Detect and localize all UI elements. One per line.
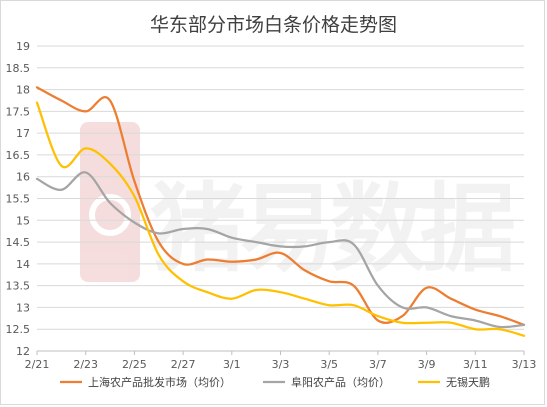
legend-label: 阜阳农产品（均价）	[291, 375, 390, 389]
y-tick-label: 16	[16, 171, 30, 184]
watermark-badge-ring-icon	[89, 194, 131, 236]
axes: 12 12.5 13 13.5 14 14.5 15 15.5 16 16.5 17 17.5 18 18…	[6, 40, 537, 371]
y-tick-label: 14.5	[6, 236, 31, 249]
y-tick-label: 18	[16, 84, 30, 97]
x-tick-label: 2/21	[25, 358, 50, 371]
x-tick-label: 3/11	[463, 358, 488, 371]
x-tick-label: 3/7	[369, 358, 387, 371]
y-tick-label: 12	[16, 345, 30, 358]
x-tick-label: 3/9	[418, 358, 436, 371]
y-tick-label: 19	[16, 40, 30, 53]
legend-label: 上海农产品批发市场（均价）	[88, 375, 231, 389]
legend-label: 无锡天鹏	[446, 375, 490, 389]
series-line-2	[35, 171, 526, 329]
y-tick-label: 15	[16, 214, 30, 227]
y-tick-label: 15.5	[6, 193, 31, 206]
series-lines	[35, 86, 526, 337]
x-tick-label: 2/27	[171, 358, 196, 371]
y-tick-label: 14	[16, 258, 30, 271]
chart-title: 华东部分市场白条价格走势图	[149, 14, 397, 36]
y-tick-label: 18.5	[6, 62, 31, 75]
x-tick-label: 3/1	[223, 358, 241, 371]
x-tick-label: 3/13	[512, 358, 537, 371]
x-tick-label: 3/5	[320, 358, 338, 371]
gridlines	[37, 45, 524, 330]
x-tick-label: 2/23	[73, 358, 98, 371]
y-tick-label: 17	[16, 127, 30, 140]
y-tick-label: 13.5	[6, 280, 31, 293]
y-tick-label: 17.5	[6, 105, 31, 118]
y-tick-label: 16.5	[6, 149, 31, 162]
y-tick-label: 13	[16, 301, 30, 314]
watermark-logo: 猪易数据	[80, 122, 520, 285]
series-line-3	[35, 101, 526, 337]
x-tick-label: 2/25	[122, 358, 147, 371]
y-tick-label: 12.5	[6, 323, 31, 336]
legend: 上海农产品批发市场（均价） 阜阳农产品（均价） 无锡天鹏	[60, 375, 490, 389]
series-line-1	[35, 86, 526, 327]
x-tick-label: 3/3	[272, 358, 290, 371]
